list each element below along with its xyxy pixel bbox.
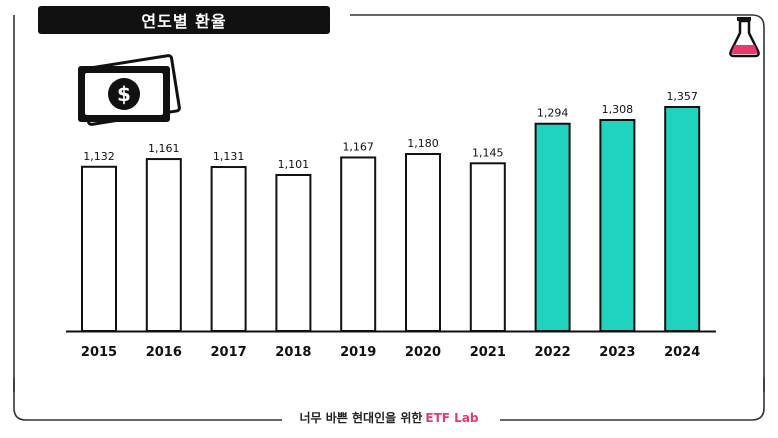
chart-title: 연도별 환율 <box>38 6 330 34</box>
x-tick-label-2024: 2024 <box>664 345 700 360</box>
bar-2019 <box>340 156 377 332</box>
bar-2016 <box>145 158 182 332</box>
bars-group: 1,132 2015 1,161 2016 1,131 2017 1,101 2018 1,16… <box>81 90 700 360</box>
chart-title-text: 연도별 환율 <box>141 12 227 31</box>
footer-text: 너무 바쁜 현대인을 위한 <box>299 411 423 425</box>
data-label-2019: 1,167 <box>342 140 374 153</box>
flask-icon <box>729 17 760 58</box>
x-tick-label-2016: 2016 <box>146 345 182 360</box>
data-label-2016: 1,161 <box>148 142 180 155</box>
data-label-2022: 1,294 <box>537 107 569 120</box>
data-label-2017: 1,131 <box>213 150 245 163</box>
data-label-2015: 1,132 <box>83 150 115 163</box>
bar-2024 <box>664 106 701 332</box>
frame-bottom-left-corner <box>13 378 282 421</box>
footer-brand: ETF Lab <box>425 411 479 425</box>
x-tick-label-2018: 2018 <box>275 345 311 360</box>
bar-2020 <box>405 153 441 332</box>
x-tick-label-2023: 2023 <box>599 345 635 360</box>
bar-2022 <box>534 122 571 332</box>
x-tick-label-2020: 2020 <box>405 345 441 360</box>
x-tick-label-2021: 2021 <box>470 345 506 360</box>
svg-text:$: $ <box>117 82 131 106</box>
data-label-2018: 1,101 <box>278 158 310 171</box>
dollar-bill-icon: $ <box>78 54 181 126</box>
frame-bottom-right-corner <box>500 378 765 421</box>
bar-2023 <box>599 119 636 332</box>
data-label-2021: 1,145 <box>472 146 504 159</box>
x-tick-label-2015: 2015 <box>81 345 117 360</box>
data-label-2023: 1,308 <box>602 103 634 116</box>
bar-2015 <box>81 165 117 332</box>
bar-2018 <box>275 174 312 332</box>
x-tick-label-2019: 2019 <box>340 345 376 360</box>
x-tick-label-2017: 2017 <box>211 345 247 360</box>
data-label-2024: 1,357 <box>666 90 698 103</box>
bar-2017 <box>210 166 247 332</box>
x-tick-label-2022: 2022 <box>535 345 571 360</box>
data-label-2020: 1,180 <box>407 137 439 150</box>
footer: 너무 바쁜 현대인을 위한 ETF Lab <box>0 409 778 426</box>
frame-top-line <box>350 14 765 392</box>
bar-2021 <box>469 162 506 332</box>
